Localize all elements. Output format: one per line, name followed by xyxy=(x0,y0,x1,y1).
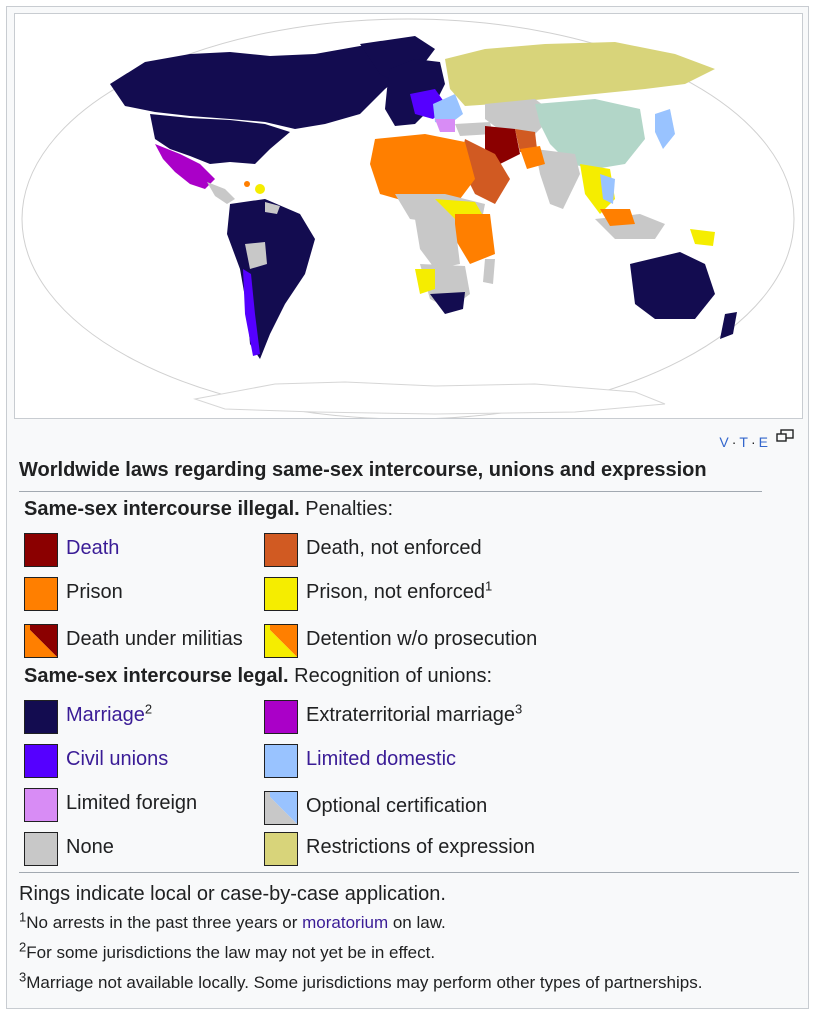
region-central-africa xyxy=(415,219,460,269)
footnote-1: 1No arrests in the past three years or m… xyxy=(19,909,446,932)
region-turkey xyxy=(455,122,493,136)
legend-death-label[interactable]: Death xyxy=(66,537,120,559)
region-afghanistan xyxy=(515,129,537,152)
swatch-limited-domestic xyxy=(264,744,298,778)
legend-limited-foreign-label: Limited foreign xyxy=(66,792,198,814)
region-australia xyxy=(630,252,715,319)
swatch-limited-foreign xyxy=(24,788,58,822)
view-link[interactable]: V xyxy=(719,434,729,450)
region-usa xyxy=(150,114,290,164)
legend-civil-unions-label[interactable]: Civil unions xyxy=(66,748,169,770)
region-greenland xyxy=(360,36,435,84)
legend-restrictions-label: Restrictions of expression xyxy=(306,836,535,858)
region-chile xyxy=(243,269,260,356)
swatch-death-not-enforced xyxy=(264,533,298,567)
title-divider xyxy=(19,491,762,492)
legend-marriage-label: Marriage2 xyxy=(66,701,153,726)
region-south-africa xyxy=(430,292,465,314)
region-pakistan xyxy=(520,146,545,169)
region-madagascar xyxy=(483,259,495,284)
region-namibia xyxy=(415,269,435,294)
region-china xyxy=(535,99,645,169)
world-map[interactable] xyxy=(14,13,803,419)
swatch-restrictions xyxy=(264,832,298,866)
region-east-africa xyxy=(455,214,495,264)
legend-death-militias-label: Death under militias xyxy=(66,628,243,650)
region-mexico xyxy=(155,144,215,189)
region-korea-japan xyxy=(655,109,675,149)
swatch-prison xyxy=(24,577,58,611)
world-map-svg xyxy=(21,18,795,418)
infobox: V · T · E Worldwide laws regarding same-sex … xyxy=(6,6,809,1009)
region-guianas xyxy=(265,202,280,214)
footnote-3: 3Marriage not available locally. Some ju… xyxy=(19,969,703,992)
region-eastern-europe xyxy=(433,94,463,126)
swatch-death xyxy=(24,533,58,567)
region-bolivia xyxy=(245,242,267,269)
navbox-links: V · T · E xyxy=(719,434,768,450)
legend-death-not-enforced-label: Death, not enforced xyxy=(306,537,482,559)
legend-prison-label: Prison xyxy=(66,581,123,603)
swatch-extraterritorial xyxy=(264,700,298,734)
region-balkans xyxy=(435,119,455,132)
illegal-heading: Same-sex intercourse illegal. Penalties: xyxy=(24,498,394,520)
swatch-detention xyxy=(264,624,298,658)
region-canada xyxy=(110,44,410,129)
legend-none-label: None xyxy=(66,836,114,858)
region-north-africa xyxy=(370,134,475,204)
legal-heading: Same-sex intercourse legal. Recognition … xyxy=(24,665,493,687)
region-central-america xyxy=(207,182,235,204)
talk-link[interactable]: T xyxy=(739,434,748,450)
region-malaysia xyxy=(600,209,635,226)
region-india xyxy=(535,149,580,209)
legend-extraterritorial-label: Extraterritorial marriage3 xyxy=(306,701,523,726)
region-antarctica xyxy=(193,381,666,415)
region-new-zealand xyxy=(720,312,737,339)
swatch-marriage xyxy=(24,700,58,734)
legend-limited-domestic-label[interactable]: Limited domestic xyxy=(306,748,457,770)
legend-prison-not-enforced-label: Prison, not enforced1 xyxy=(306,578,493,603)
edit-link[interactable]: E xyxy=(758,434,768,450)
swatch-death-militias xyxy=(24,624,58,658)
swatch-prison-not-enforced xyxy=(264,577,298,611)
legend-optional-certification-label: Optional certification xyxy=(306,795,488,817)
rings-note: Rings indicate local or case-by-case app… xyxy=(19,883,446,905)
expand-icon[interactable] xyxy=(776,429,794,443)
swatch-optional-certification xyxy=(264,791,298,825)
region-arabia xyxy=(460,139,510,204)
swatch-none xyxy=(24,832,58,866)
region-russia xyxy=(445,42,715,106)
legend-detention-label: Detention w/o prosecution xyxy=(306,628,538,650)
moratorium-link[interactable]: moratorium xyxy=(302,913,389,932)
swatch-civil-unions xyxy=(24,744,58,778)
notes-divider xyxy=(19,872,799,873)
region-png xyxy=(690,229,715,246)
footnote-2: 2For some jurisdictions the law may not … xyxy=(19,939,436,962)
infobox-title: Worldwide laws regarding same-sex interc… xyxy=(19,459,707,481)
region-europe xyxy=(385,59,445,126)
region-thailand xyxy=(600,174,615,204)
